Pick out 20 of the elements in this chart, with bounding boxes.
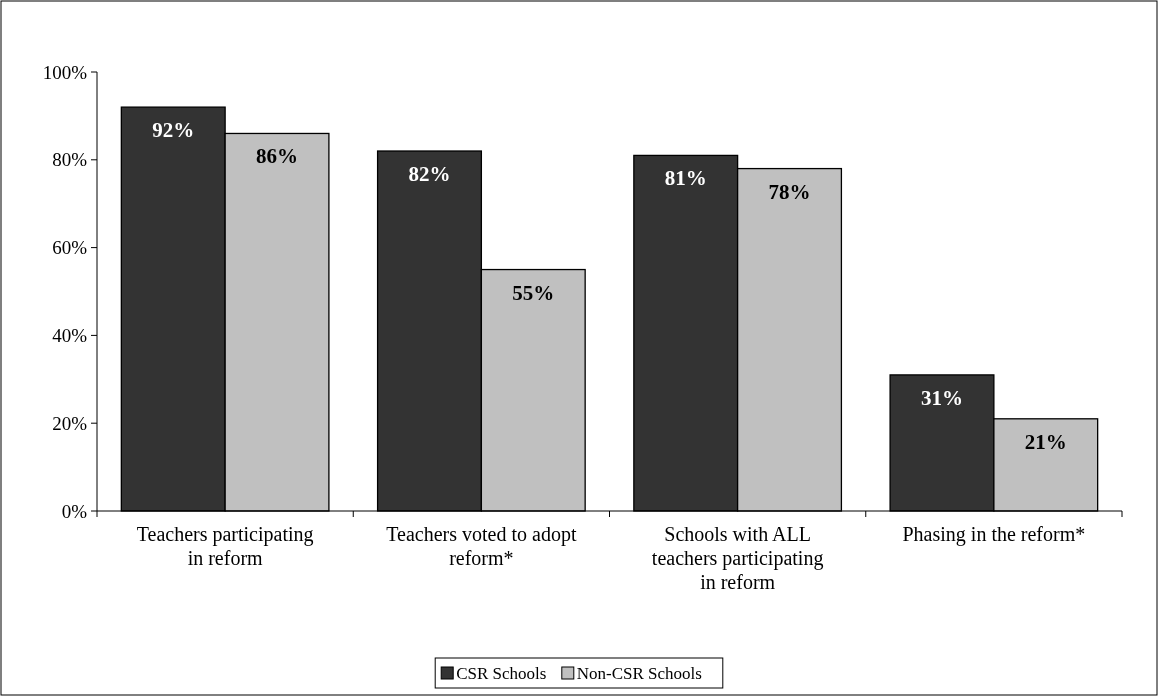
- data-label: 81%: [664, 166, 707, 191]
- x-tick-label: Schools with ALL teachers participating in reform: [651, 523, 824, 593]
- data-label: 86%: [256, 144, 299, 169]
- x-tick-label: Teachers participating in reform: [136, 523, 314, 569]
- y-tick-label: 80%: [52, 149, 88, 171]
- y-tick-label: 40%: [52, 325, 88, 347]
- x-tick-label: Phasing in the reform*: [902, 523, 1086, 546]
- x-tick-label: Teachers voted to adopt reform*: [386, 523, 577, 569]
- data-label: 31%: [920, 385, 963, 410]
- y-tick-label: 100%: [42, 61, 88, 83]
- y-tick-label: 20%: [52, 412, 88, 434]
- legend-label: Non-CSR Schools: [576, 663, 702, 683]
- y-tick-label: 0%: [61, 500, 88, 522]
- data-label: 21%: [1024, 429, 1067, 454]
- data-label: 82%: [408, 162, 451, 187]
- data-label: 92%: [152, 118, 195, 143]
- legend-label: CSR Schools: [456, 663, 547, 683]
- data-label: 78%: [768, 179, 811, 204]
- data-label: 55%: [512, 280, 555, 305]
- y-tick-label: 60%: [52, 237, 88, 259]
